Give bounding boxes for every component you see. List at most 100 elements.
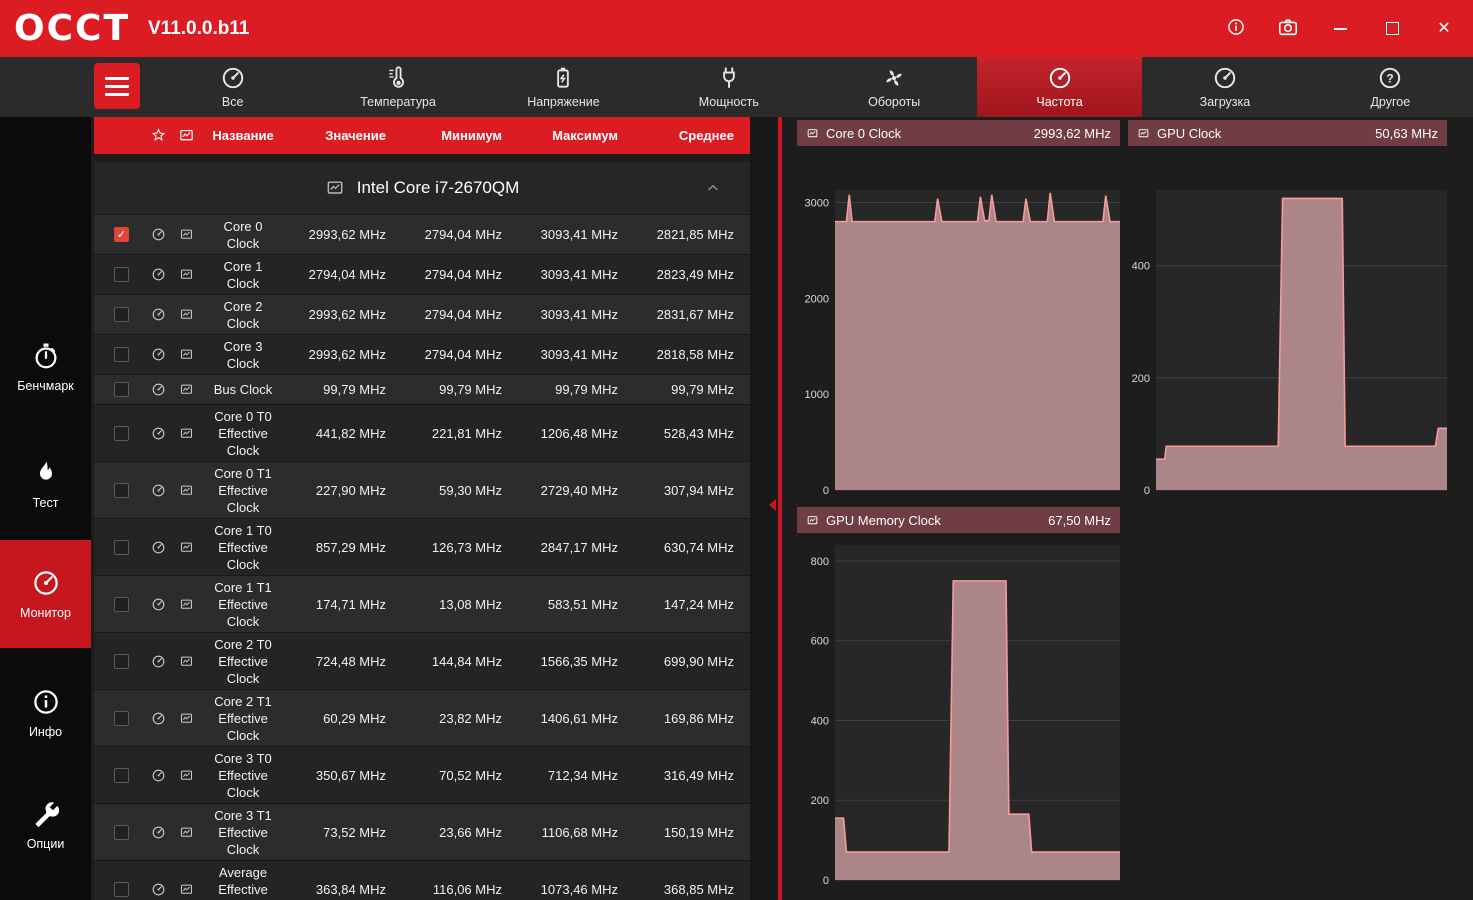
row-checkbox[interactable]: [114, 881, 129, 897]
tab-label: Температура: [360, 95, 436, 109]
table-row: Core 0 T0 Effective Clock 441,82 MHz 221,8…: [94, 405, 750, 462]
close-button[interactable]: ✕: [1429, 14, 1459, 44]
row-checkbox[interactable]: [114, 767, 129, 783]
tab-other[interactable]: ? Другое: [1308, 57, 1473, 117]
chevron-up-icon[interactable]: [704, 179, 722, 197]
screenshot-button[interactable]: [1273, 14, 1303, 44]
checkbox-cell: [94, 482, 144, 498]
table-rows: ✓ Core 0 Clock 2993,62 MHz 2794,04 MHz 3093,…: [94, 215, 750, 900]
gauge-icon[interactable]: [144, 307, 172, 322]
row-min: 59,30 MHz: [439, 482, 502, 498]
row-checkbox[interactable]: ✓: [114, 227, 129, 242]
gauge-icon[interactable]: [144, 426, 172, 441]
tab-fans[interactable]: Обороты: [812, 57, 977, 117]
row-name: Core 1 T1 Effective Clock: [214, 579, 272, 629]
minimize-button[interactable]: [1325, 14, 1355, 44]
cpu-name: Intel Core i7-2670QM: [356, 178, 520, 197]
tab-voltage[interactable]: Напряжение: [481, 57, 646, 117]
gauge-icon[interactable]: [144, 382, 172, 397]
gauge-icon: [1047, 65, 1073, 91]
row-checkbox[interactable]: [114, 382, 129, 397]
cpu-section-header[interactable]: Intel Core i7-2670QM: [94, 162, 750, 215]
info-button[interactable]: [1221, 14, 1251, 44]
row-avg: 99,79 MHz: [671, 382, 734, 397]
row-checkbox[interactable]: [114, 710, 129, 726]
chart-plot: 0 1000 2000 3000: [797, 146, 1120, 497]
stopwatch-icon: [31, 341, 61, 371]
chart-title: GPU Clock: [1157, 125, 1222, 141]
gauge-icon: [1212, 65, 1238, 91]
row-checkbox[interactable]: [114, 824, 129, 840]
row-checkbox[interactable]: [114, 347, 129, 362]
chart-gpu-clock: GPU Clock 50,63 MHz 0 200 400: [1128, 120, 1447, 497]
maximize-button[interactable]: [1377, 14, 1407, 44]
graph-icon[interactable]: [172, 711, 200, 726]
gauge-icon[interactable]: [144, 483, 172, 498]
gauge-icon[interactable]: [144, 882, 172, 897]
graph-icon[interactable]: [172, 654, 200, 669]
titlebar: OCCT V11.0.0.b11 ✕: [0, 0, 1473, 57]
sidebar-item-options[interactable]: Опции: [0, 788, 91, 862]
graph-icon[interactable]: [172, 768, 200, 783]
gauge-icon[interactable]: [144, 267, 172, 282]
gauge-icon[interactable]: [144, 540, 172, 555]
gauge-icon[interactable]: [144, 227, 172, 242]
sidebar-item-monitor[interactable]: Монитор: [0, 540, 91, 648]
menu-button[interactable]: [94, 63, 140, 109]
graph-icon[interactable]: [172, 267, 200, 282]
graph-icon[interactable]: [172, 597, 200, 612]
row-checkbox[interactable]: [114, 596, 129, 612]
row-value: 2993,62 MHz: [308, 227, 386, 242]
graph-icon[interactable]: [172, 483, 200, 498]
row-checkbox[interactable]: [114, 539, 129, 555]
graph-icon[interactable]: [172, 882, 200, 897]
row-avg: 2818,58 MHz: [656, 347, 734, 362]
table-row: Core 1 Clock 2794,04 MHz 2794,04 MHz 3093,4…: [94, 255, 750, 295]
gauge-icon[interactable]: [144, 597, 172, 612]
graph-icon[interactable]: [172, 347, 200, 362]
row-name: Core 3 T0 Effective Clock: [214, 750, 272, 800]
sidebar-item-test[interactable]: Тест: [0, 447, 91, 521]
row-avg: 2831,67 MHz: [656, 307, 734, 322]
tab-all[interactable]: Все: [150, 57, 315, 117]
checkbox-cell: [94, 767, 144, 783]
graph-toggle-icon[interactable]: [172, 127, 200, 144]
graph-icon[interactable]: [172, 426, 200, 441]
app-version: V11.0.0.b11: [148, 17, 250, 39]
row-checkbox[interactable]: [114, 307, 129, 322]
row-checkbox[interactable]: [114, 267, 129, 282]
chart-value: 50,63 MHz: [1375, 125, 1438, 141]
graph-icon[interactable]: [172, 382, 200, 397]
favorites-star-icon[interactable]: [144, 127, 172, 144]
graph-icon[interactable]: [172, 307, 200, 322]
svg-text:0: 0: [1144, 485, 1150, 497]
graph-icon[interactable]: [172, 825, 200, 840]
sidebar-item-benchmark[interactable]: Бенчмарк: [0, 330, 91, 404]
gauge-icon[interactable]: [144, 825, 172, 840]
sidebar-item-info[interactable]: Инфо: [0, 676, 91, 750]
row-checkbox[interactable]: [114, 425, 129, 441]
chart-header[interactable]: GPU Memory Clock 67,50 MHz: [797, 507, 1120, 533]
gauge-icon[interactable]: [144, 347, 172, 362]
checkbox-cell: [94, 881, 144, 897]
column-header-avg: Среднее: [678, 128, 734, 143]
flame-icon: [31, 458, 61, 488]
checkbox-cell: [94, 710, 144, 726]
chart-header[interactable]: Core 0 Clock 2993,62 MHz: [797, 120, 1120, 146]
gauge-icon[interactable]: [144, 711, 172, 726]
tab-usage[interactable]: Загрузка: [1142, 57, 1307, 117]
chart-plot: 0 200 400: [1128, 146, 1447, 497]
panel-splitter[interactable]: [778, 117, 782, 900]
row-checkbox[interactable]: [114, 482, 129, 498]
row-checkbox[interactable]: [114, 653, 129, 669]
graph-icon: [1137, 127, 1150, 140]
gauge-icon[interactable]: [144, 654, 172, 669]
chart-header[interactable]: GPU Clock 50,63 MHz: [1128, 120, 1447, 146]
graph-icon[interactable]: [172, 540, 200, 555]
sidebar-item-label: Тест: [32, 496, 59, 510]
tab-temperature[interactable]: Температура: [315, 57, 480, 117]
graph-icon[interactable]: [172, 227, 200, 242]
gauge-icon[interactable]: [144, 768, 172, 783]
tab-power[interactable]: Мощность: [646, 57, 811, 117]
tab-frequency[interactable]: Частота: [976, 57, 1143, 117]
